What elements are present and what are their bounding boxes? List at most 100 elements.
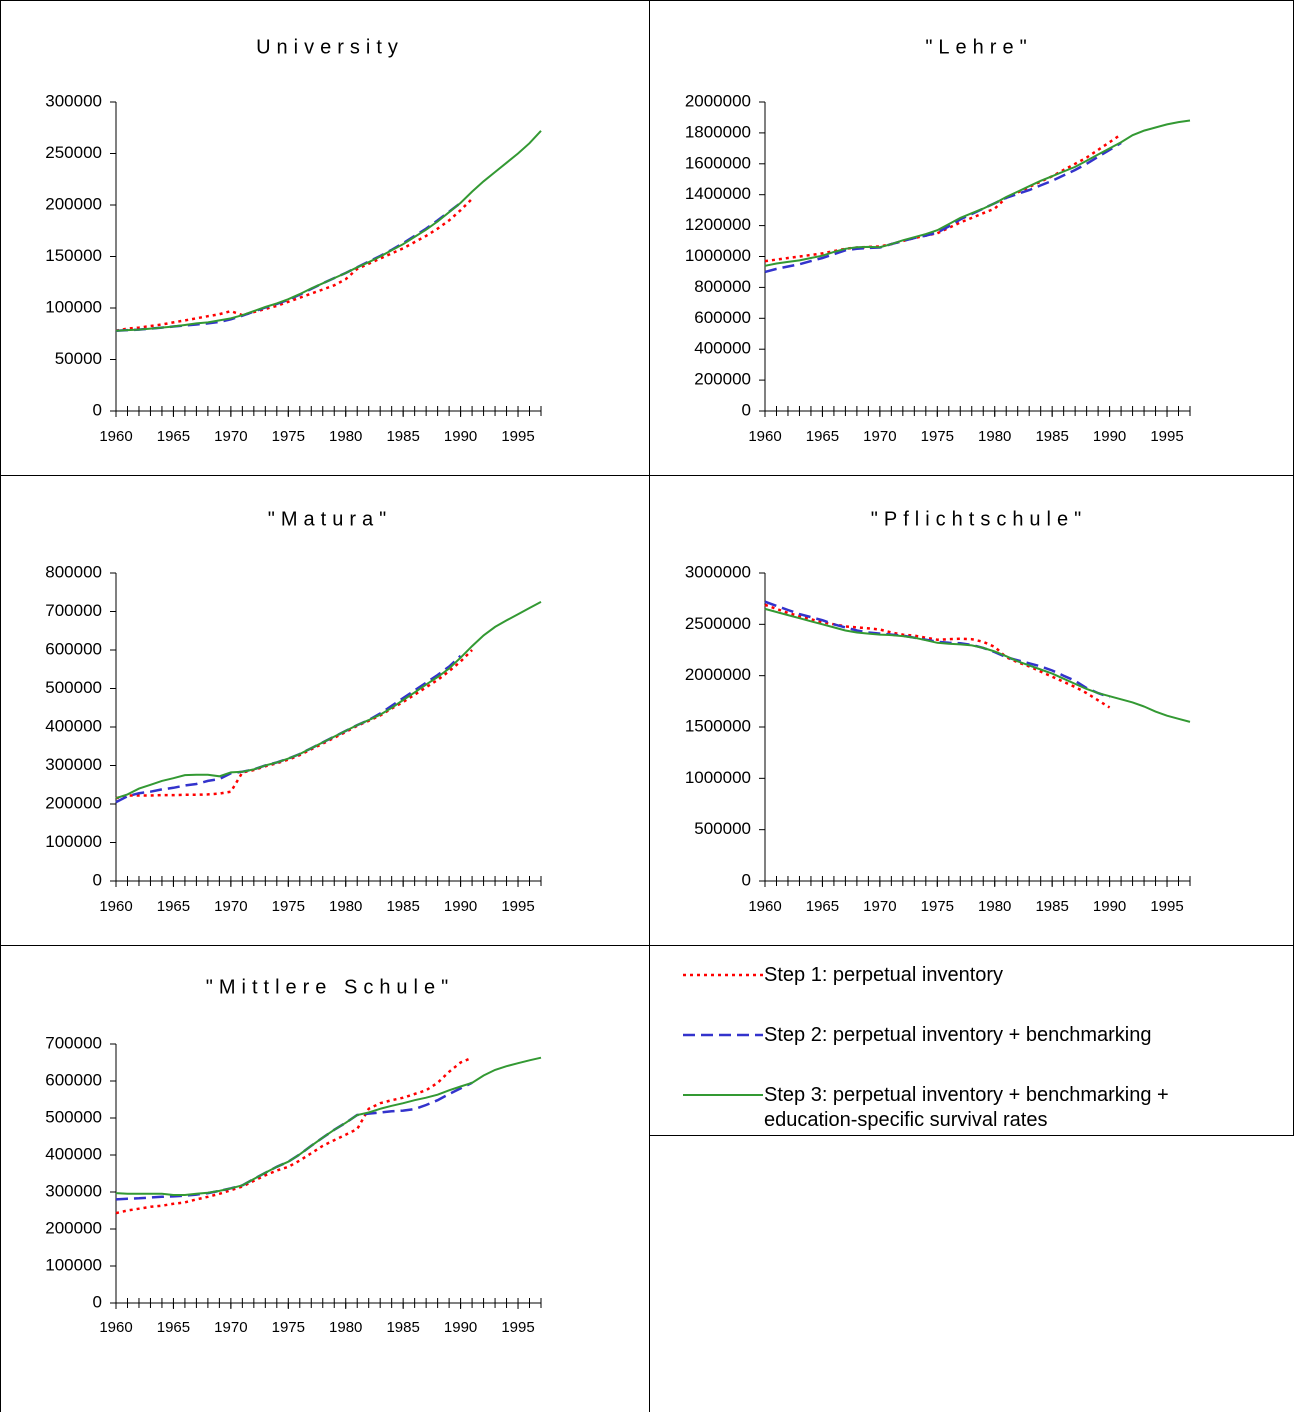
y-tick-label: 800000 — [45, 562, 102, 581]
y-tick-label: 300000 — [45, 91, 102, 110]
chart-title: "Lehre" — [925, 36, 1032, 58]
x-tick-label: 1985 — [1035, 898, 1068, 915]
x-tick-label: 1970 — [214, 898, 247, 915]
x-tick-label: 1980 — [329, 1319, 362, 1336]
chart-title: "Mittlere Schule" — [206, 976, 454, 998]
x-tick-label: 1965 — [806, 428, 839, 445]
y-tick-label: 150000 — [45, 246, 102, 265]
y-tick-label: 400000 — [45, 716, 102, 735]
x-tick-label: 1990 — [444, 898, 477, 915]
y-tick-label: 250000 — [45, 143, 102, 162]
y-tick-label: 200000 — [45, 793, 102, 812]
y-tick-label: 1000000 — [685, 246, 751, 265]
x-tick-label: 1995 — [1150, 428, 1183, 445]
x-tick-label: 1970 — [214, 428, 247, 445]
y-tick-label: 300000 — [45, 755, 102, 774]
series-line — [115, 130, 542, 332]
x-tick-label: 1990 — [444, 1319, 477, 1336]
series-line — [115, 601, 542, 800]
x-tick-label: 1985 — [1035, 428, 1068, 445]
series-line — [115, 201, 462, 332]
x-tick-label: 1990 — [444, 428, 477, 445]
y-tick-label: 700000 — [45, 1033, 102, 1052]
y-tick-label: 0 — [93, 400, 102, 419]
x-tick-label: 1995 — [501, 1319, 534, 1336]
legend-entry: Step 3: perpetual inventory + benchmarki… — [764, 1084, 1169, 1131]
x-tick-label: 1985 — [386, 1319, 419, 1336]
x-tick-label: 1965 — [806, 898, 839, 915]
legend: Step 1: perpetual inventory Step 2: perp… — [649, 945, 1294, 1136]
y-tick-label: 500000 — [45, 678, 102, 697]
y-tick-label: 1400000 — [685, 184, 751, 203]
x-tick-label: 1970 — [863, 898, 896, 915]
y-tick-label: 100000 — [45, 832, 102, 851]
x-tick-label: 1960 — [748, 898, 781, 915]
y-tick-label: 200000 — [45, 194, 102, 213]
y-tick-label: 1800000 — [685, 122, 751, 141]
series-line — [764, 607, 1191, 723]
series-line — [764, 141, 1122, 274]
x-tick-label: 1960 — [99, 428, 132, 445]
chart-title: University — [256, 36, 404, 58]
y-tick-label: 800000 — [694, 277, 751, 296]
y-tick-label: 1200000 — [685, 215, 751, 234]
series-line — [764, 119, 1191, 267]
y-tick-label: 1000000 — [685, 768, 751, 787]
series-line — [115, 654, 462, 804]
y-tick-label: 2000000 — [685, 91, 751, 110]
series-line — [115, 1056, 473, 1215]
x-tick-label: 1975 — [921, 898, 954, 915]
x-tick-label: 1995 — [501, 428, 534, 445]
y-tick-label: 2500000 — [685, 614, 751, 633]
y-tick-label: 600000 — [45, 639, 102, 658]
x-tick-label: 1975 — [272, 1319, 305, 1336]
x-tick-label: 1980 — [978, 428, 1011, 445]
y-tick-label: 2000000 — [685, 665, 751, 684]
x-tick-label: 1960 — [99, 898, 132, 915]
y-tick-label: 700000 — [45, 601, 102, 620]
x-tick-label: 1980 — [329, 428, 362, 445]
y-tick-label: 0 — [742, 870, 751, 889]
legend-entry: Step 2: perpetual inventory + benchmarki… — [764, 1024, 1152, 1046]
x-tick-label: 1975 — [272, 898, 305, 915]
x-tick-label: 1990 — [1093, 898, 1126, 915]
x-tick-label: 1980 — [329, 898, 362, 915]
series-line — [115, 649, 473, 800]
y-tick-label: 100000 — [45, 1255, 102, 1274]
chart-title: "Matura" — [268, 508, 392, 530]
series-line — [115, 197, 473, 332]
series-line — [764, 600, 1111, 699]
x-tick-label: 1965 — [157, 898, 190, 915]
y-tick-label: 300000 — [45, 1181, 102, 1200]
x-tick-label: 1970 — [863, 428, 896, 445]
x-tick-label: 1975 — [921, 428, 954, 445]
x-tick-label: 1960 — [748, 428, 781, 445]
y-tick-label: 500000 — [694, 819, 751, 838]
series-line — [115, 1056, 542, 1196]
legend-samples — [683, 973, 763, 1096]
x-tick-label: 1970 — [214, 1319, 247, 1336]
x-tick-label: 1975 — [272, 428, 305, 445]
y-tick-label: 3000000 — [685, 562, 751, 581]
x-tick-label: 1995 — [501, 898, 534, 915]
y-tick-label: 200000 — [45, 1218, 102, 1237]
y-tick-label: 600000 — [45, 1070, 102, 1089]
y-tick-label: 400000 — [694, 339, 751, 358]
y-tick-label: 0 — [93, 1292, 102, 1311]
x-tick-label: 1985 — [386, 428, 419, 445]
y-tick-label: 1600000 — [685, 153, 751, 172]
y-tick-label: 200000 — [694, 370, 751, 389]
x-tick-label: 1985 — [386, 898, 419, 915]
y-tick-label: 400000 — [45, 1144, 102, 1163]
y-tick-label: 100000 — [45, 297, 102, 316]
x-tick-label: 1980 — [978, 898, 1011, 915]
x-tick-label: 1965 — [157, 1319, 190, 1336]
y-tick-label: 1500000 — [685, 716, 751, 735]
series-line — [764, 603, 1111, 709]
y-tick-label: 50000 — [55, 349, 102, 368]
series-line — [764, 133, 1122, 263]
chart-title: "Pflichtschule" — [871, 508, 1087, 530]
y-tick-label: 500000 — [45, 1107, 102, 1126]
